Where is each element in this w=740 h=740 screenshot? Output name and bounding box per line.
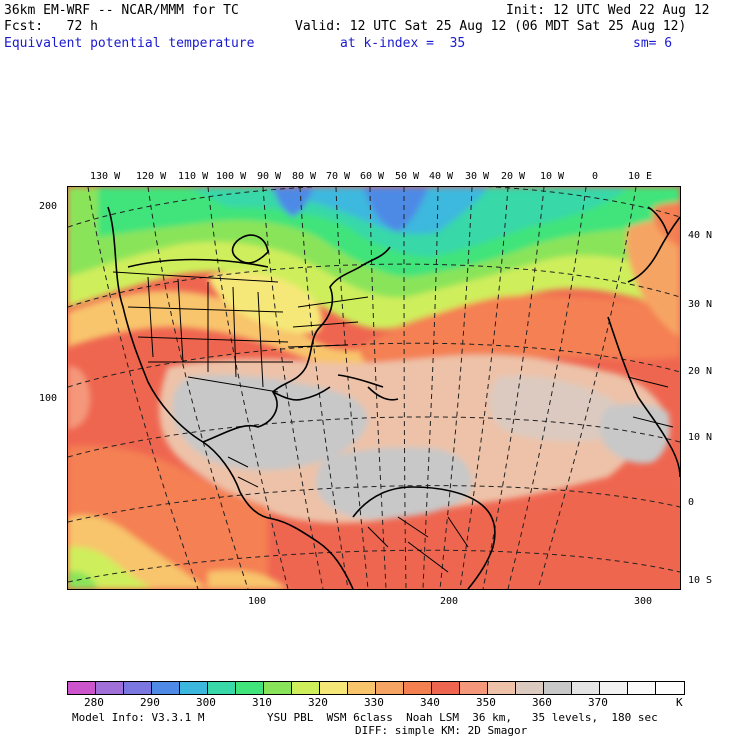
colorbar-unit: K — [676, 696, 683, 709]
colorbar — [67, 681, 685, 695]
colorbar-swatch — [264, 682, 292, 694]
colorbar-swatch — [292, 682, 320, 694]
colorbar-swatch — [152, 682, 180, 694]
lon-label: 120 W — [136, 171, 167, 182]
grid-x-label: 200 — [440, 596, 459, 607]
grid-x-label: 100 — [248, 596, 267, 607]
colorbar-swatch — [236, 682, 264, 694]
colorbar-swatch — [656, 682, 684, 694]
colorbar-swatch — [404, 682, 432, 694]
colorbar-swatch — [432, 682, 460, 694]
colorbar-swatch — [68, 682, 96, 694]
colorbar-tick-label: 320 — [308, 696, 328, 709]
lon-label: 100 W — [216, 171, 247, 182]
level-info: at k-index = 35 — [340, 36, 466, 51]
lon-label: 20 W — [501, 171, 526, 182]
lat-label: 10 S — [688, 575, 713, 586]
lon-label: 40 W — [429, 171, 454, 182]
graticule — [68, 187, 680, 589]
map-panel — [67, 186, 681, 590]
lat-label: 40 N — [688, 230, 713, 241]
colorbar-swatch — [208, 682, 236, 694]
colorbar-tick-label: 360 — [532, 696, 552, 709]
colorbar-swatch — [628, 682, 656, 694]
colorbar-swatch — [320, 682, 348, 694]
valid-time: Valid: 12 UTC Sat 25 Aug 12 (06 MDT Sat … — [295, 19, 687, 34]
lon-label: 30 W — [465, 171, 490, 182]
theta-e-map — [68, 187, 680, 589]
colorbar-swatch — [460, 682, 488, 694]
colorbar-tick-label: 300 — [196, 696, 216, 709]
colorbar-swatch — [376, 682, 404, 694]
field-name: Equivalent potential temperature — [4, 36, 255, 51]
colorbar-tick-label: 310 — [252, 696, 272, 709]
grid-y-label: 100 — [39, 393, 58, 404]
colorbar-swatch — [544, 682, 572, 694]
theta-e-field — [68, 187, 680, 589]
grid-x-label: 300 — [634, 596, 653, 607]
physics-info: YSU PBL WSM 6class Noah LSM 36 km, 35 le… — [267, 711, 658, 724]
lon-label: 110 W — [178, 171, 209, 182]
lat-label: 30 N — [688, 299, 713, 310]
colorbar-swatch — [488, 682, 516, 694]
lon-label: 130 W — [90, 171, 121, 182]
political-borders — [112, 271, 674, 573]
colorbar-swatch — [572, 682, 600, 694]
coastlines — [107, 206, 680, 589]
forecast-hour: Fcst: 72 h — [4, 19, 98, 34]
lon-label: 70 W — [326, 171, 351, 182]
grid-y-label: 200 — [39, 201, 58, 212]
lon-label: 90 W — [257, 171, 282, 182]
colorbar-tick-label: 280 — [84, 696, 104, 709]
colorbar-swatch — [180, 682, 208, 694]
colorbar-swatch — [348, 682, 376, 694]
model-title: 36km EM-WRF -- NCAR/MMM for TC — [4, 3, 239, 18]
colorbar-swatch — [516, 682, 544, 694]
colorbar-tick-label: 340 — [420, 696, 440, 709]
lat-label: 20 N — [688, 366, 713, 377]
diffusion-info: DIFF: simple KM: 2D Smagor — [355, 724, 528, 737]
colorbar-swatch — [96, 682, 124, 694]
init-time: Init: 12 UTC Wed 22 Aug 12 — [506, 3, 710, 18]
lat-label: 0 — [688, 497, 695, 508]
lon-label: 60 W — [360, 171, 385, 182]
model-info: Model Info: V3.3.1 M — [72, 711, 205, 724]
colorbar-tick-label: 290 — [140, 696, 160, 709]
lat-label: 10 N — [688, 432, 713, 443]
lon-label: 80 W — [292, 171, 317, 182]
colorbar-swatch — [124, 682, 152, 694]
colorbar-swatch — [600, 682, 628, 694]
lon-label: 10 W — [540, 171, 565, 182]
colorbar-tick-label: 330 — [364, 696, 384, 709]
lon-label: 0 — [592, 171, 599, 182]
colorbar-tick-label: 350 — [476, 696, 496, 709]
smoothing-info: sm= 6 — [633, 36, 673, 51]
lon-label: 10 E — [628, 171, 653, 182]
colorbar-tick-label: 370 — [588, 696, 608, 709]
lon-label: 50 W — [395, 171, 420, 182]
